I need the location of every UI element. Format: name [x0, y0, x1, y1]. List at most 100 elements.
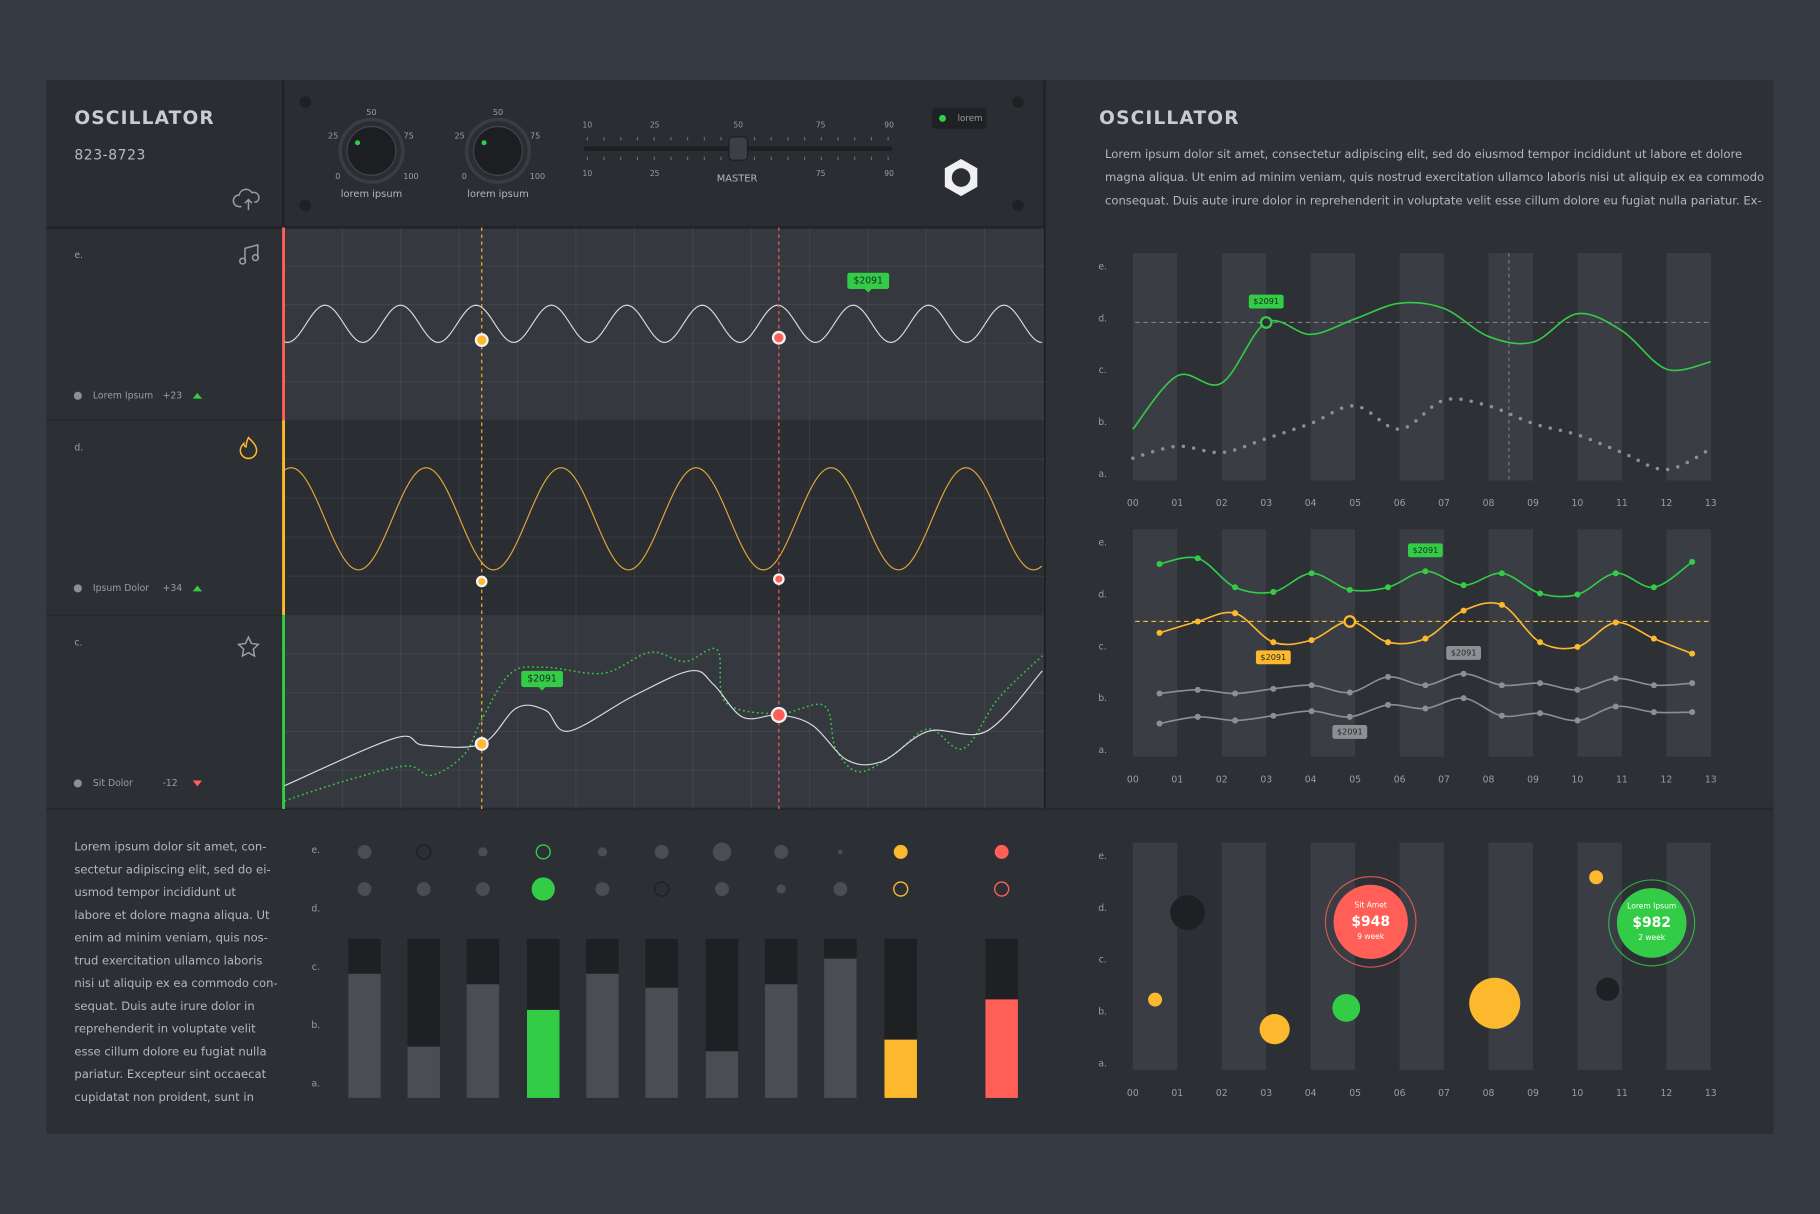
x-tick-label: 12	[1660, 1088, 1672, 1099]
point	[1270, 588, 1277, 595]
bubble-note: 2 week	[1638, 933, 1666, 942]
price-tag-label: $2091	[853, 275, 883, 286]
x-tick-label: 05	[1349, 774, 1361, 785]
point	[1385, 701, 1392, 708]
track-accent	[282, 420, 286, 616]
x-tick-label: 01	[1171, 774, 1183, 785]
bubble-ring	[1608, 879, 1696, 967]
waveform	[284, 647, 1043, 802]
y-tick-label: a.	[311, 1078, 320, 1089]
y-tick-label: a.	[1098, 469, 1107, 480]
screws	[299, 96, 1024, 212]
point	[1612, 570, 1619, 577]
knob-tick-label: 25	[328, 130, 338, 140]
y-tick-label: d.	[311, 904, 320, 915]
track-bg	[284, 420, 1045, 616]
paragraph-line: usmod tempor incididunt ut	[74, 885, 236, 899]
indicator-dot	[531, 877, 555, 901]
point	[1460, 607, 1467, 614]
track-accent	[282, 227, 286, 421]
price-tag-label: $2091	[1451, 647, 1477, 657]
indicator-dot	[994, 844, 1009, 859]
indicator-dot	[776, 884, 786, 894]
column-band	[1310, 253, 1356, 481]
slider-thumb	[728, 136, 749, 161]
point	[1156, 720, 1163, 727]
price-tag-tip	[538, 687, 546, 691]
x-tick-label: 01	[1171, 1088, 1183, 1099]
point	[1385, 639, 1392, 646]
point	[1689, 709, 1696, 716]
point	[1650, 635, 1657, 642]
point	[1270, 639, 1277, 646]
x-tick-label: 07	[1438, 498, 1450, 509]
track-dot	[73, 391, 82, 400]
column-band	[1666, 253, 1711, 481]
point	[1308, 708, 1315, 715]
x-tick-label: 05	[1349, 498, 1361, 509]
bar	[348, 973, 381, 1098]
indicator-dot	[416, 844, 432, 860]
x-tick-label: 00	[1127, 498, 1139, 509]
point	[1498, 601, 1505, 608]
master-tick-label: 90	[884, 120, 894, 129]
bubble	[1469, 977, 1521, 1029]
y-tick-label: d.	[1098, 590, 1107, 601]
point	[1385, 584, 1392, 591]
x-tick-label: 13	[1705, 1088, 1717, 1099]
nut-icon	[944, 159, 978, 197]
y-tick-label: b.	[1098, 417, 1107, 428]
highlight-point	[1343, 615, 1357, 628]
knob-tick-label: 100	[403, 171, 418, 181]
indicator-dot	[535, 844, 551, 860]
series-line	[1131, 397, 1713, 472]
y-tick-label: e.	[1098, 851, 1107, 862]
point	[1422, 705, 1429, 712]
master-tick-label: 75	[816, 120, 826, 129]
point	[1385, 673, 1392, 680]
master-tick-label: 75	[816, 169, 826, 178]
track-bg	[284, 227, 1045, 421]
bubble-ring	[1324, 876, 1417, 968]
price-tag-label: $2091	[1260, 652, 1286, 662]
indicator-dot	[654, 844, 669, 859]
master-tick-label: 10	[583, 120, 593, 129]
track-dot	[73, 584, 82, 593]
column-band	[1488, 842, 1533, 1071]
x-tick-label: 05	[1349, 1088, 1361, 1099]
knob-tick-label: 25	[455, 130, 465, 140]
track-letter: e.	[74, 250, 83, 261]
indicator-dot	[357, 882, 372, 896]
track-labels	[46, 227, 284, 809]
point	[1574, 686, 1581, 693]
highlight-point	[1259, 316, 1273, 329]
point	[1650, 709, 1657, 716]
bar	[586, 973, 619, 1098]
x-tick-label: 11	[1616, 774, 1628, 785]
indicator-dot	[478, 847, 488, 857]
paragraph-line: cupidatat non proident, sunt in	[74, 1090, 254, 1104]
indicator-dot	[838, 849, 843, 855]
point	[1689, 650, 1696, 657]
indicator-dot	[653, 881, 670, 897]
point	[1308, 682, 1315, 689]
price-tag	[1255, 650, 1291, 665]
track-name: Sit Dolor	[93, 778, 133, 789]
point	[1346, 586, 1353, 593]
price-tag	[1248, 294, 1284, 309]
point	[1612, 619, 1619, 626]
column-band	[1132, 842, 1178, 1071]
track-delta: +23	[163, 390, 183, 401]
bubble-value: $948	[1351, 914, 1390, 930]
paragraph-line: magna aliqua. Ut enim ad minim veniam, q…	[1105, 170, 1764, 184]
track-name: Ipsum Dolor	[93, 583, 149, 594]
column-band	[1666, 842, 1711, 1071]
indicator-dot	[994, 881, 1010, 897]
x-tick-label: 03	[1260, 1088, 1272, 1099]
waveform	[284, 669, 1043, 787]
master-tick-label: 50	[733, 120, 743, 129]
x-tick-label: 13	[1705, 774, 1717, 785]
y-tick-label: b.	[1098, 693, 1107, 704]
point	[1422, 682, 1429, 689]
point	[1537, 680, 1544, 687]
